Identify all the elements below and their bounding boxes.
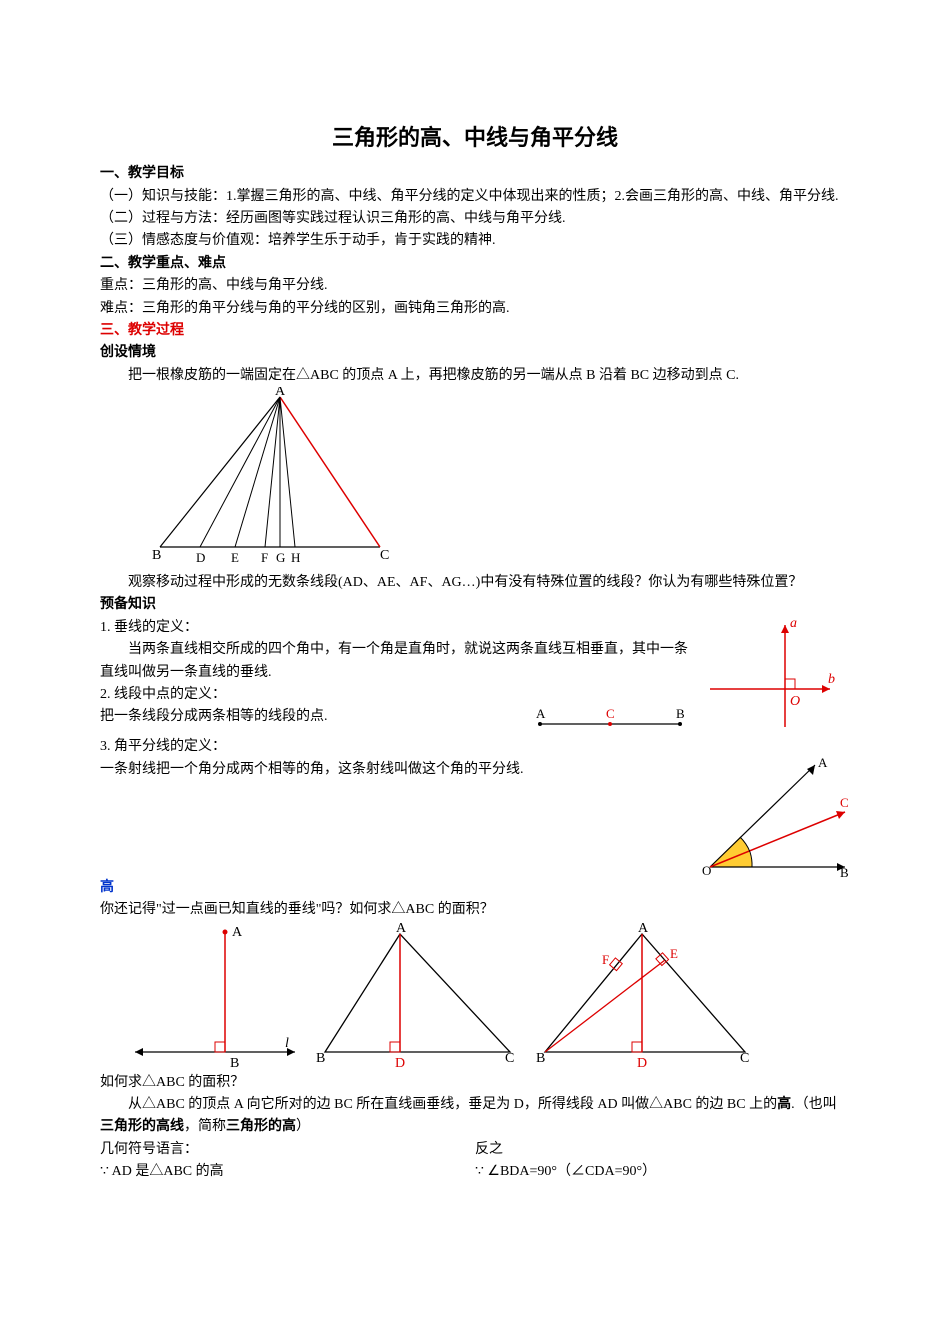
svg-text:D: D — [196, 550, 205, 565]
svg-text:b: b — [828, 672, 835, 687]
svg-text:E: E — [670, 946, 678, 961]
svg-text:B: B — [840, 865, 849, 877]
gao-definition: 从△ABC 的顶点 A 向它所对的边 BC 所在直线画垂线，垂足为 D，所得线段… — [100, 1094, 850, 1139]
triangle-cevians-figure: A B C D E F G H — [140, 387, 400, 572]
svg-text:B: B — [676, 706, 685, 721]
gao-q2: 如何求△ABC 的面积？ — [100, 1072, 850, 1094]
symbolic-right-1: ∵ ∠BDA=90°（∠CDA=90°） — [475, 1161, 850, 1183]
svg-text:B: B — [230, 1056, 239, 1071]
prep3-title: 3. 角平分线的定义： — [100, 736, 690, 758]
angle-bisector-figure: O A B C — [700, 757, 850, 877]
section-2-heading: 二、教学重点、难点 — [100, 253, 850, 275]
svg-text:A: A — [232, 925, 243, 940]
svg-text:B: B — [536, 1051, 545, 1066]
altitude-fig-1: A B l — [130, 922, 300, 1072]
svg-text:B: B — [316, 1051, 325, 1066]
section-3-heading: 三、教学过程 — [100, 320, 850, 342]
svg-text:B: B — [152, 548, 161, 563]
svg-text:A: A — [275, 387, 286, 399]
svg-text:O: O — [702, 863, 711, 877]
perpendicular-figure: a b O — [700, 617, 840, 737]
s1-p1: （一）知识与技能：1.掌握三角形的高、中线、角平分线的定义中体现出来的性质；2.… — [100, 186, 850, 208]
svg-text:C: C — [505, 1051, 514, 1066]
s2-p1: 重点：三角形的高、中线与角平分线. — [100, 275, 850, 297]
svg-text:A: A — [536, 706, 546, 721]
svg-text:A: A — [638, 922, 649, 936]
svg-text:a: a — [790, 617, 797, 631]
svg-text:C: C — [740, 1051, 749, 1066]
gao-q1: 你还记得"过一点画已知直线的垂线"吗？如何求△ABC 的面积？ — [100, 899, 850, 921]
svg-text:D: D — [395, 1056, 405, 1071]
svg-text:C: C — [380, 548, 389, 563]
symbolic-heading: 几何符号语言： — [100, 1139, 475, 1161]
s3-p1: 把一根橡皮筋的一端固定在△ABC 的顶点 A 上，再把橡皮筋的另一端从点 B 沿… — [100, 365, 850, 387]
s3-p2: 观察移动过程中形成的无数条线段(AD、AE、AF、AG…)中有没有特殊位置的线段… — [100, 572, 850, 594]
svg-text:A: A — [818, 757, 828, 770]
svg-text:C: C — [840, 795, 849, 810]
prep2-body: 把一条线段分成两条相等的线段的点. — [100, 706, 530, 728]
section-1-heading: 一、教学目标 — [100, 163, 850, 185]
gao-heading: 高 — [100, 877, 850, 899]
s1-p3: （三）情感态度与价值观：培养学生乐于动手，肯于实践的精神. — [100, 230, 850, 252]
prep1-body: 当两条直线相交所成的四个角中，有一个角是直角时，就说这两条直线互相垂直，其中一条… — [100, 639, 690, 684]
prep-heading: 预备知识 — [100, 594, 850, 616]
s2-p2: 难点：三角形的角平分线与角的平分线的区别，画钝角三角形的高. — [100, 298, 850, 320]
prep3-body: 一条射线把一个角分成两个相等的角，这条射线叫做这个角的平分线. — [100, 759, 690, 781]
midpoint-figure: A C B — [530, 706, 690, 736]
svg-text:l: l — [285, 1036, 289, 1051]
subheading-situation: 创设情境 — [100, 342, 850, 364]
s1-p2: （二）过程与方法：经历画图等实践过程认识三角形的高、中线与角平分线. — [100, 208, 850, 230]
altitude-fig-2: A B C D — [310, 922, 520, 1072]
svg-text:O: O — [790, 694, 800, 709]
svg-text:H: H — [291, 550, 300, 565]
svg-text:E: E — [231, 550, 239, 565]
page-title: 三角形的高、中线与角平分线 — [100, 120, 850, 155]
svg-text:F: F — [602, 952, 609, 967]
svg-text:C: C — [606, 706, 615, 721]
symbolic-inverse: 反之 — [475, 1139, 850, 1161]
svg-text:G: G — [276, 550, 285, 565]
svg-text:F: F — [261, 550, 268, 565]
altitude-fig-3: A B C D E F — [530, 922, 760, 1072]
svg-text:D: D — [637, 1056, 647, 1071]
symbolic-left-1: ∵ AD 是△ABC 的高 — [100, 1161, 475, 1183]
prep1-title: 1. 垂线的定义： — [100, 617, 690, 639]
svg-text:A: A — [396, 922, 407, 936]
prep2-title: 2. 线段中点的定义： — [100, 684, 690, 706]
